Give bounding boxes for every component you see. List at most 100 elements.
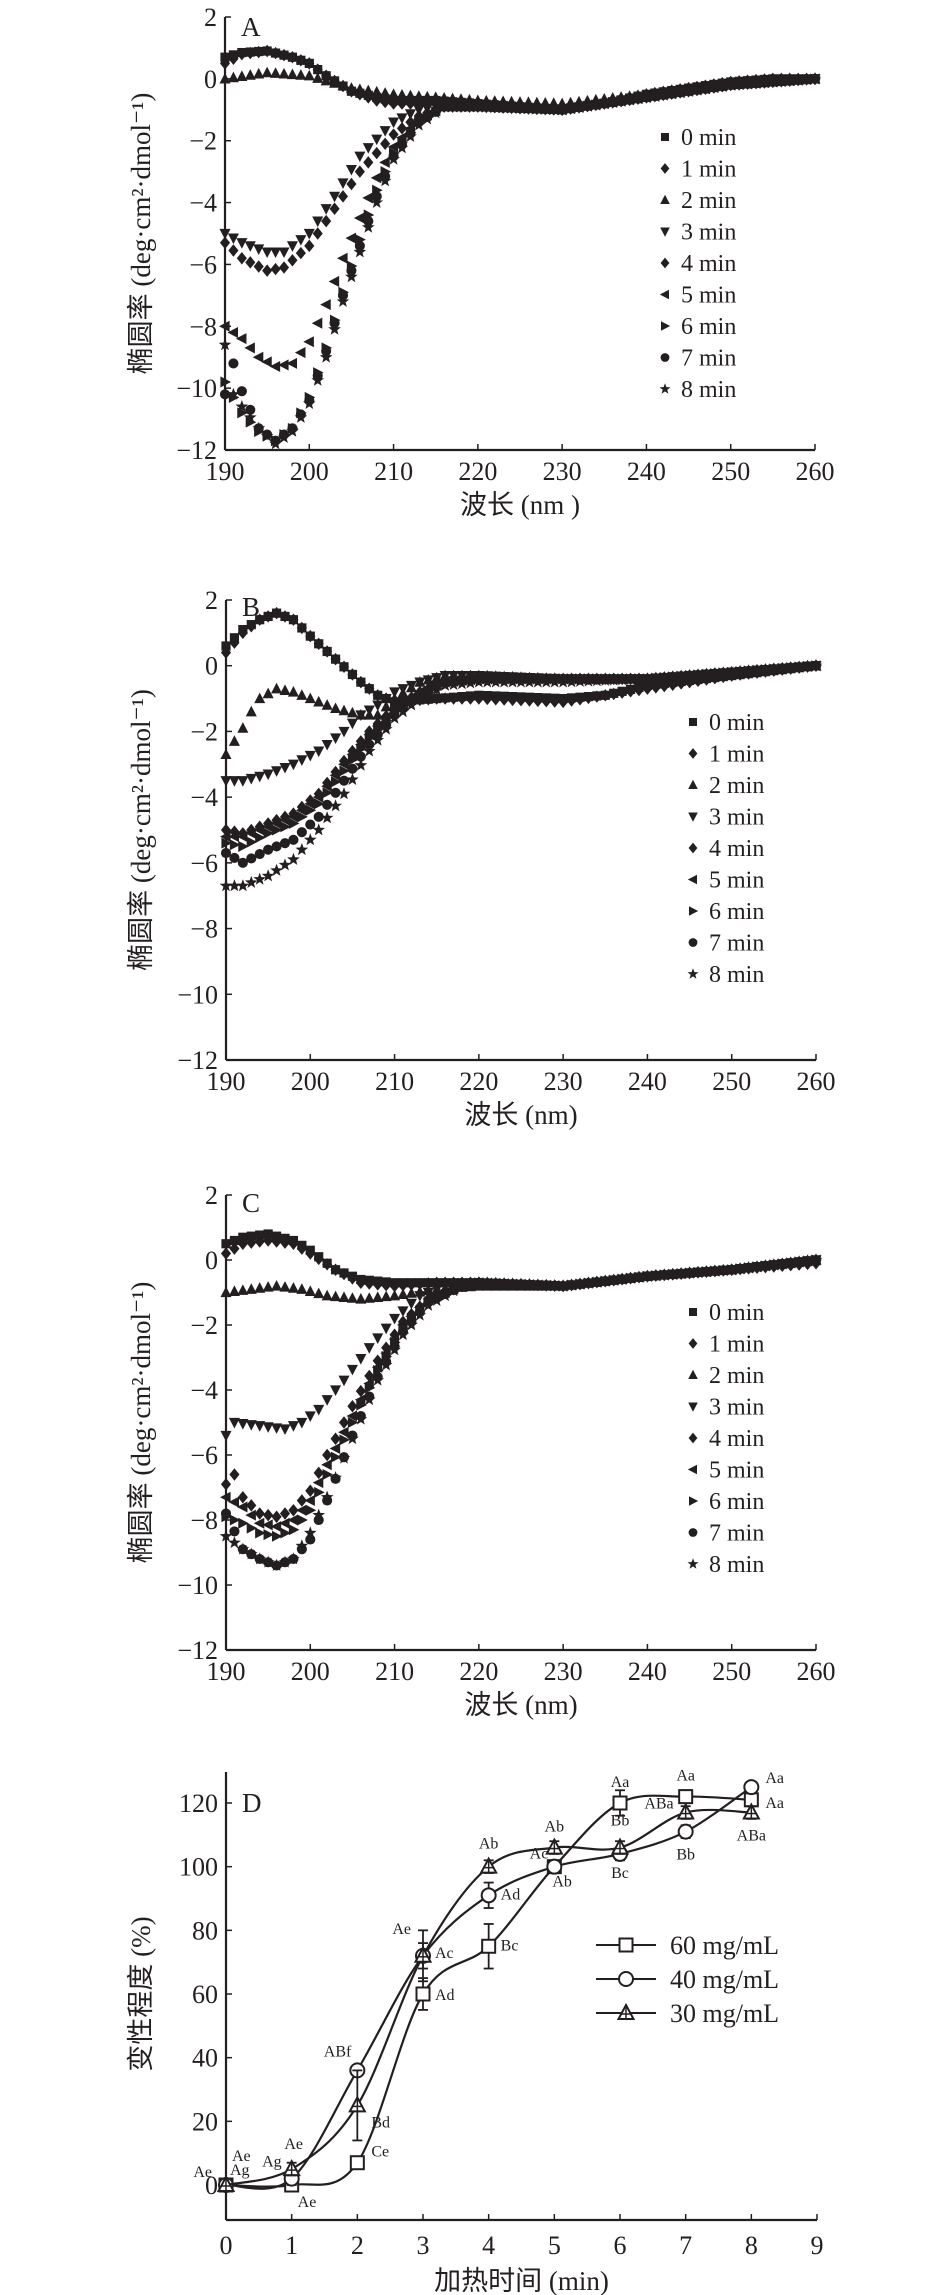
x-axis-title: 波长 (nm ) <box>460 490 580 520</box>
data-point <box>389 1313 401 1325</box>
data-point <box>473 692 484 705</box>
data-point <box>431 673 443 684</box>
data-point <box>531 1278 545 1291</box>
data-point <box>295 843 309 856</box>
data-point <box>666 1267 680 1280</box>
data-point <box>287 1421 299 1432</box>
legend: 0 min 1 min 2 min 3 min 4 min 5 min 6 min 7 min… <box>687 710 764 988</box>
legend-label: 0 min <box>709 1300 764 1326</box>
significance-label: Ac <box>435 1945 454 1962</box>
data-point <box>774 74 788 87</box>
data-point <box>766 75 780 88</box>
data-point <box>364 1277 375 1290</box>
data-point <box>532 694 543 708</box>
significance-label: Bc <box>501 1937 519 1954</box>
data-point <box>339 765 350 777</box>
data-point <box>455 1279 469 1292</box>
data-point <box>287 686 299 697</box>
x-tick-label: 1 <box>285 2231 298 2260</box>
legend-label: 1 min <box>709 742 764 768</box>
x-axis-title: 加热时间 (min) <box>434 2266 609 2295</box>
data-point <box>725 665 739 678</box>
data-point <box>523 1278 536 1291</box>
square-marker-icon <box>481 1938 497 1954</box>
data-point <box>412 118 426 131</box>
data-point <box>657 1268 671 1281</box>
data-point <box>304 1285 316 1297</box>
square-marker-icon <box>661 133 669 141</box>
significance-label: Ad <box>501 1886 521 1903</box>
data-point <box>237 1491 248 1504</box>
data-point <box>345 82 357 93</box>
circle-marker-icon <box>480 1887 497 1904</box>
data-point <box>313 1404 325 1416</box>
data-point <box>801 1254 814 1267</box>
data-point <box>707 80 721 93</box>
data-point <box>321 780 332 792</box>
data-point <box>271 824 283 836</box>
data-point <box>364 1369 375 1383</box>
data-point <box>422 675 434 686</box>
data-point <box>313 787 324 801</box>
data-point <box>488 100 502 113</box>
legend-label: 1 min <box>709 1332 764 1358</box>
data-point <box>237 827 248 840</box>
data-point <box>219 57 231 70</box>
data-point <box>330 776 342 788</box>
y-tick-label: 0 <box>205 1246 218 1275</box>
data-point <box>438 1289 452 1302</box>
data-point <box>650 681 661 694</box>
data-point <box>346 772 359 785</box>
data-point <box>238 1232 248 1242</box>
data-point <box>347 1400 358 1413</box>
data-point <box>228 776 240 787</box>
triangle-marker-icon <box>676 1802 695 1820</box>
data-point <box>262 44 273 58</box>
data-point <box>354 758 368 771</box>
data-point <box>775 1257 789 1270</box>
data-point <box>555 103 569 116</box>
triangle-left-marker-icon <box>687 874 697 885</box>
data-point <box>556 675 570 688</box>
data-point <box>792 1255 806 1268</box>
data-point <box>244 241 256 252</box>
data-point <box>236 879 250 892</box>
data-point <box>254 692 266 704</box>
data-point <box>220 1247 232 1260</box>
legend-label: 3 min <box>709 1395 764 1421</box>
data-point <box>280 821 291 833</box>
circle-marker-icon <box>546 1858 563 1875</box>
legend-label: 60 mg/mL <box>670 1931 779 1960</box>
data-point <box>615 673 629 686</box>
significance-label: ABf <box>324 2043 352 2060</box>
data-point <box>220 831 231 843</box>
data-point <box>497 675 511 688</box>
data-point <box>691 668 705 681</box>
data-point <box>801 659 814 672</box>
data-point <box>279 814 290 826</box>
data-point <box>690 83 704 96</box>
data-point <box>270 247 282 259</box>
significance-label: Ab <box>552 1874 572 1891</box>
data-point <box>649 1268 663 1281</box>
data-point <box>263 1234 274 1247</box>
data-point <box>648 89 662 102</box>
data-point <box>278 247 290 259</box>
data-point <box>220 748 232 760</box>
data-point <box>312 823 326 836</box>
triangle-left-marker-icon <box>659 289 669 300</box>
data-point <box>220 1478 232 1491</box>
data-point <box>387 152 400 165</box>
data-point <box>313 1287 325 1299</box>
data-point <box>405 1298 417 1310</box>
data-point <box>370 195 384 208</box>
data-point <box>228 735 240 746</box>
data-point <box>388 1343 401 1356</box>
data-point <box>229 1235 240 1246</box>
data-point <box>583 691 594 705</box>
data-point <box>252 421 266 434</box>
data-point <box>438 92 450 103</box>
data-point <box>438 678 452 691</box>
legend-label: 8 min <box>709 1552 764 1578</box>
data-point <box>270 863 283 876</box>
